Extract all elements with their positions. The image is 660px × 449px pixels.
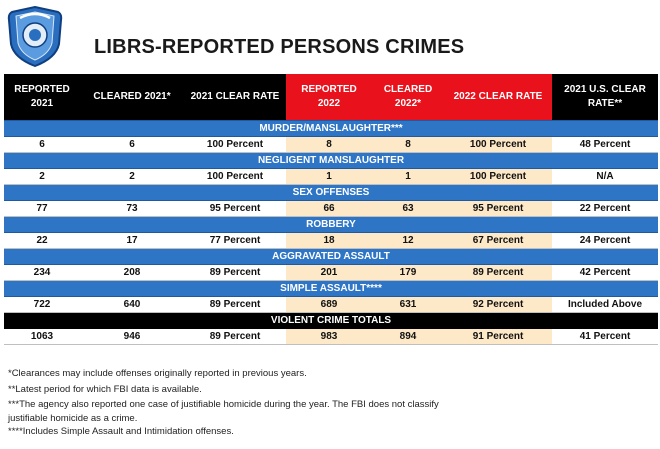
table-cell: 100 Percent <box>444 168 552 185</box>
section-header-aggravated-assault: AGGRAVATED ASSAULT <box>4 248 658 265</box>
table-cell: 1063 <box>4 328 80 345</box>
table-cell: 22 <box>4 232 80 249</box>
section-label: MURDER/MANSLAUGHTER*** <box>4 120 658 137</box>
table-cell: 77 <box>4 200 80 217</box>
crimes-table: REPORTED 2021 CLEARED 2021* 2021 CLEAR R… <box>4 74 658 345</box>
col-header-clear-rate-2022: 2022 CLEAR RATE <box>444 74 552 121</box>
table-cell: 894 <box>372 328 444 345</box>
table-cell: 631 <box>372 296 444 313</box>
table-row: 234 208 89 Percent 201 179 89 Percent 42… <box>4 264 658 281</box>
section-header-negligent-manslaughter: NEGLIGENT MANSLAUGHTER <box>4 152 658 169</box>
table-cell: 2 <box>4 168 80 185</box>
table-cell: 89 Percent <box>184 296 286 313</box>
page-title: LIBRS-REPORTED PERSONS CRIMES <box>94 36 465 58</box>
table-cell: 41 Percent <box>552 328 658 345</box>
table-cell: 100 Percent <box>444 136 552 153</box>
section-label: NEGLIGENT MANSLAUGHTER <box>4 152 658 169</box>
table-cell: 95 Percent <box>444 200 552 217</box>
table-row: 2 2 100 Percent 1 1 100 Percent N/A <box>4 168 658 185</box>
section-header-robbery: ROBBERY <box>4 216 658 233</box>
section-header-simple-assault: SIMPLE ASSAULT**** <box>4 280 658 297</box>
section-label: ROBBERY <box>4 216 658 233</box>
table-cell: 100 Percent <box>184 168 286 185</box>
footnote: ***The agency also reported one case of … <box>8 399 439 410</box>
section-label: SIMPLE ASSAULT**** <box>4 280 658 297</box>
table-cell: 8 <box>286 136 372 153</box>
table-cell: 89 Percent <box>444 264 552 281</box>
footnotes: *Clearances may include offenses origina… <box>8 366 648 439</box>
footnote: justifiable homicide as a crime. <box>8 412 138 424</box>
table-row: 6 6 100 Percent 8 8 100 Percent 48 Perce… <box>4 136 658 153</box>
col-header-clear-rate-2021: 2021 CLEAR RATE <box>184 74 286 121</box>
footnote: *Clearances may include offenses origina… <box>8 368 307 379</box>
table-cell: 208 <box>80 264 184 281</box>
table-cell: 95 Percent <box>184 200 286 217</box>
table-cell: 22 Percent <box>552 200 658 217</box>
col-header-cleared-2022: CLEARED 2022* <box>372 74 444 121</box>
section-label: SEX OFFENSES <box>4 184 658 201</box>
table-cell: 17 <box>80 232 184 249</box>
table-cell: 66 <box>286 200 372 217</box>
section-header-violent-crime-totals: VIOLENT CRIME TOTALS <box>4 312 658 329</box>
table-cell: 179 <box>372 264 444 281</box>
table-cell: 89 Percent <box>184 264 286 281</box>
col-header-us-clear-rate: 2021 U.S. CLEAR RATE** <box>552 74 658 121</box>
table-cell: 689 <box>286 296 372 313</box>
col-header-reported-2021: REPORTED 2021 <box>4 74 80 121</box>
police-badge-logo <box>7 6 63 68</box>
table-cell: 91 Percent <box>444 328 552 345</box>
table-cell: 2 <box>80 168 184 185</box>
section-label: AGGRAVATED ASSAULT <box>4 248 658 265</box>
table-cell: 722 <box>4 296 80 313</box>
table-cell: 92 Percent <box>444 296 552 313</box>
table-cell: 6 <box>80 136 184 153</box>
table-cell: 6 <box>4 136 80 153</box>
table-cell: 18 <box>286 232 372 249</box>
table-cell: 63 <box>372 200 444 217</box>
table-cell: 73 <box>80 200 184 217</box>
table-cell: 8 <box>372 136 444 153</box>
footnote: ****Includes Simple Assault and Intimida… <box>8 425 234 437</box>
footnote: **Latest period for which FBI data is av… <box>8 383 202 395</box>
table-row: 77 73 95 Percent 66 63 95 Percent 22 Per… <box>4 200 658 217</box>
table-cell: 100 Percent <box>184 136 286 153</box>
table-cell: 1 <box>286 168 372 185</box>
table-cell: 1 <box>372 168 444 185</box>
table-cell: 946 <box>80 328 184 345</box>
table-cell: 201 <box>286 264 372 281</box>
table-cell: 12 <box>372 232 444 249</box>
table-cell: 24 Percent <box>552 232 658 249</box>
col-header-cleared-2021: CLEARED 2021* <box>80 74 184 121</box>
section-label: VIOLENT CRIME TOTALS <box>4 312 658 329</box>
table-cell: 48 Percent <box>552 136 658 153</box>
table-cell: 983 <box>286 328 372 345</box>
section-header-murder: MURDER/MANSLAUGHTER*** <box>4 120 658 137</box>
table-row: 722 640 89 Percent 689 631 92 Percent In… <box>4 296 658 313</box>
table-cell: N/A <box>552 168 658 185</box>
table-row: 22 17 77 Percent 18 12 67 Percent 24 Per… <box>4 232 658 249</box>
table-cell: 234 <box>4 264 80 281</box>
section-header-sex-offenses: SEX OFFENSES <box>4 184 658 201</box>
table-row: 1063 946 89 Percent 983 894 91 Percent 4… <box>4 328 658 345</box>
table-cell: 77 Percent <box>184 232 286 249</box>
table-cell: 67 Percent <box>444 232 552 249</box>
table-cell: 89 Percent <box>184 328 286 345</box>
table-cell: 42 Percent <box>552 264 658 281</box>
header-row: REPORTED 2021 CLEARED 2021* 2021 CLEAR R… <box>4 74 658 121</box>
col-header-reported-2022: REPORTED 2022 <box>286 74 372 121</box>
table-cell: 640 <box>80 296 184 313</box>
table-cell: Included Above <box>552 296 658 313</box>
